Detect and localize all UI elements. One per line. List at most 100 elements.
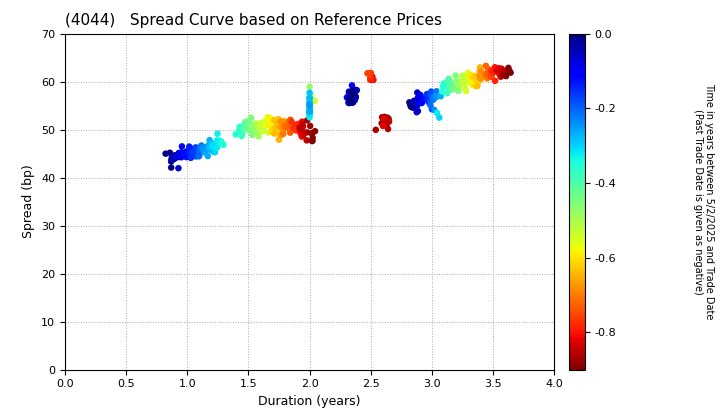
Point <box>188 148 199 155</box>
Point <box>307 137 318 144</box>
Point <box>343 88 355 95</box>
Point <box>203 143 215 150</box>
Point <box>426 106 438 113</box>
Point <box>307 97 318 103</box>
Point <box>202 152 214 159</box>
Point <box>498 72 509 79</box>
Point <box>346 92 358 98</box>
Point <box>428 107 440 113</box>
Point <box>453 81 464 88</box>
Point <box>347 92 359 99</box>
Point <box>304 94 315 101</box>
Point <box>251 121 263 128</box>
Point <box>304 100 315 107</box>
Point <box>212 142 223 149</box>
Point <box>286 118 297 125</box>
Point <box>204 144 216 151</box>
Point <box>487 69 499 76</box>
Point <box>464 74 475 81</box>
Point <box>260 118 271 125</box>
Point <box>184 150 195 157</box>
Point <box>203 142 215 148</box>
Point <box>444 81 455 88</box>
Point <box>422 97 433 104</box>
Point <box>293 121 305 127</box>
Point <box>305 130 317 136</box>
Point <box>304 108 315 115</box>
Point <box>306 138 318 144</box>
Point <box>341 94 353 101</box>
Point <box>366 72 377 79</box>
Point <box>273 136 284 143</box>
Point <box>475 76 487 82</box>
Point <box>240 118 251 125</box>
Point <box>194 152 205 159</box>
Point <box>275 118 287 125</box>
Point <box>176 152 188 159</box>
Point <box>185 150 197 157</box>
Point <box>271 123 282 130</box>
Point <box>169 155 181 161</box>
Point <box>426 88 437 95</box>
Point <box>418 95 430 102</box>
Point <box>424 100 436 107</box>
Point <box>304 95 315 102</box>
Point <box>186 152 197 159</box>
Point <box>343 92 354 98</box>
Point <box>381 121 392 127</box>
Point <box>211 142 222 149</box>
Point <box>423 92 434 99</box>
Point <box>346 96 357 102</box>
Point <box>345 93 356 100</box>
Point <box>184 143 195 150</box>
Point <box>304 96 315 103</box>
Point <box>295 126 307 133</box>
Point <box>296 124 307 131</box>
Point <box>171 152 183 159</box>
Point <box>377 122 389 129</box>
Point <box>215 138 227 145</box>
Point <box>452 81 464 88</box>
Point <box>166 155 178 161</box>
Point <box>284 129 296 136</box>
Point <box>412 108 423 115</box>
Point <box>305 106 317 113</box>
Point <box>290 127 302 134</box>
Point <box>304 114 315 121</box>
Point <box>294 126 305 133</box>
Point <box>246 129 257 135</box>
Point <box>207 143 218 150</box>
Point <box>361 70 373 76</box>
Point <box>186 154 197 160</box>
Point <box>281 124 292 131</box>
Point <box>273 116 284 122</box>
Point <box>415 98 426 105</box>
Point <box>216 139 228 146</box>
Point <box>242 120 253 126</box>
Point <box>412 97 423 104</box>
Point <box>301 129 312 136</box>
Point <box>304 104 315 111</box>
Point <box>269 130 280 137</box>
Point <box>164 150 176 156</box>
Point <box>493 70 505 76</box>
Point <box>304 102 315 109</box>
Point <box>428 94 440 101</box>
Point <box>304 105 315 112</box>
Point <box>197 147 209 153</box>
Point <box>304 101 315 108</box>
Point <box>243 125 254 132</box>
Point <box>422 95 433 102</box>
Point <box>426 92 437 99</box>
Point <box>304 96 315 102</box>
Point <box>287 124 298 131</box>
Point <box>243 126 255 133</box>
Point <box>245 124 256 131</box>
Point <box>467 79 479 86</box>
Point <box>297 127 308 134</box>
Y-axis label: Time in years between 5/2/2025 and Trade Date
(Past Trade Date is given as negat: Time in years between 5/2/2025 and Trade… <box>693 84 714 320</box>
Point <box>482 66 494 72</box>
Point <box>204 137 215 144</box>
Point <box>304 95 315 102</box>
Point <box>442 84 454 91</box>
